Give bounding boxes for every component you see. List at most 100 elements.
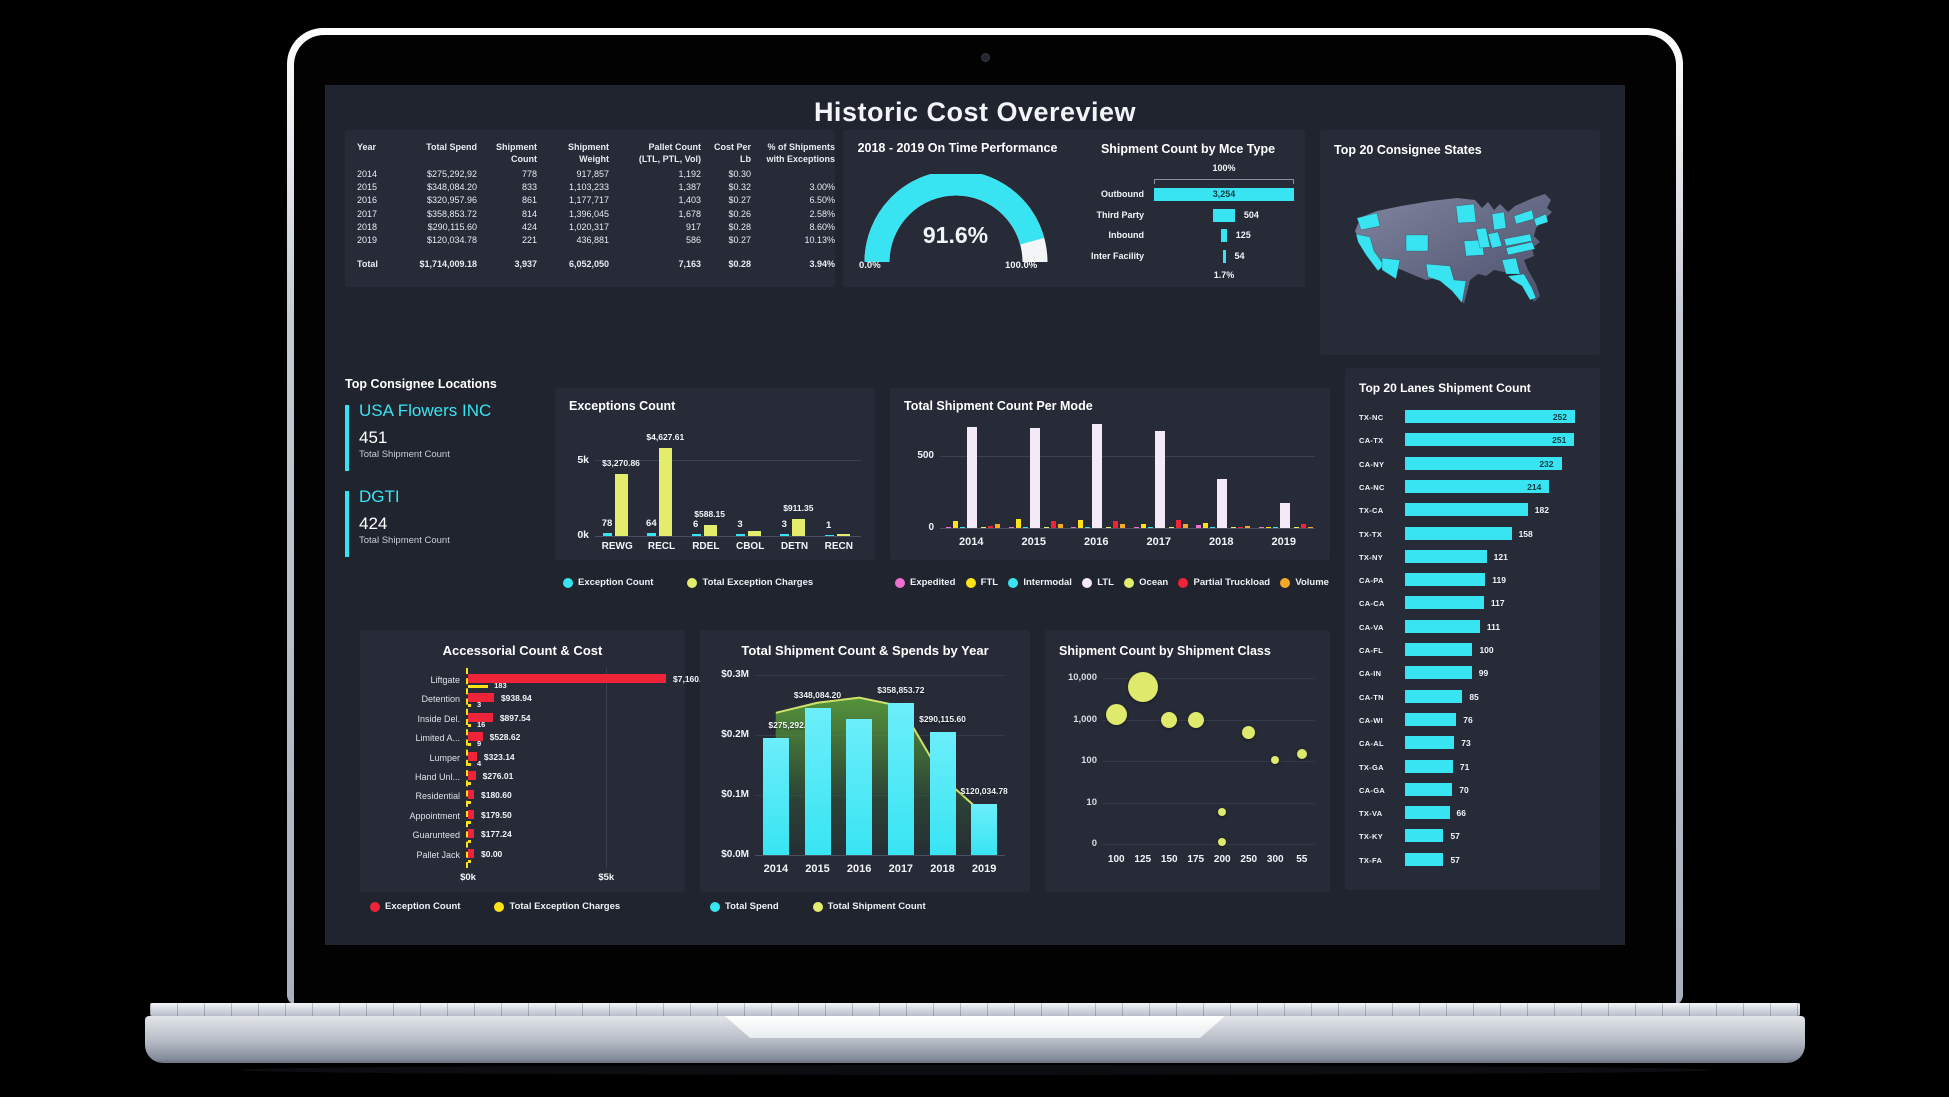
lane-bar[interactable]: [1405, 852, 1444, 866]
mode-bar-ocean[interactable]: [1043, 526, 1049, 528]
mode-bar-intermodal[interactable]: [1147, 526, 1153, 528]
exception-count-bar[interactable]: [603, 533, 612, 536]
state-ca[interactable]: [1355, 233, 1385, 272]
mode-bar-volume[interactable]: [1245, 526, 1250, 528]
legend-item[interactable]: Total Spend: [710, 901, 779, 912]
mode-bar-intermodal[interactable]: [1022, 526, 1028, 528]
mode-bar-ltl[interactable]: [1029, 428, 1040, 528]
accessorial-count-bar[interactable]: [468, 743, 471, 747]
lane-bar[interactable]: [1405, 666, 1472, 680]
class-bubble[interactable]: [1271, 756, 1280, 765]
mode-bar-ocean[interactable]: [981, 526, 986, 528]
legend-item[interactable]: Total Exception Charges: [687, 577, 813, 588]
accessorial-count-bar[interactable]: [468, 782, 471, 785]
lane-bar[interactable]: [1405, 456, 1562, 470]
lane-bar[interactable]: [1405, 689, 1463, 703]
spend-bar[interactable]: [971, 804, 998, 855]
exception-count-bar[interactable]: [647, 533, 657, 536]
state-az[interactable]: [1381, 257, 1401, 280]
mode-bar-ftl[interactable]: [953, 521, 958, 528]
accessorial-cost-bar[interactable]: [468, 771, 476, 780]
exception-count-bar[interactable]: [780, 534, 790, 536]
exception-charge-bar[interactable]: [615, 474, 628, 536]
mode-bar-partial-truckload[interactable]: [1113, 521, 1118, 528]
legend-item[interactable]: Exception Count: [370, 901, 460, 912]
mode-bar-expedited[interactable]: [1258, 526, 1264, 528]
lane-bar[interactable]: [1405, 829, 1444, 843]
mode-bar-ltl[interactable]: [967, 426, 977, 528]
mce-bar[interactable]: [1213, 208, 1235, 222]
mode-bar-intermodal[interactable]: [1272, 526, 1278, 528]
lane-bar[interactable]: [1405, 479, 1550, 493]
lane-bar[interactable]: [1405, 410, 1575, 423]
mode-bar-ftl[interactable]: [1203, 522, 1208, 528]
mode-bar-intermodal[interactable]: [960, 526, 965, 528]
lane-bar[interactable]: [1405, 526, 1512, 540]
accessorial-cost-bar[interactable]: [468, 751, 477, 761]
spend-bar[interactable]: [762, 738, 789, 855]
legend-item[interactable]: FTL: [965, 577, 998, 588]
class-bubble[interactable]: [1242, 726, 1256, 740]
exception-count-bar[interactable]: [736, 534, 745, 536]
spend-bar[interactable]: [804, 707, 831, 855]
state-ma[interactable]: [1533, 213, 1549, 227]
accessorial-cost-bar[interactable]: [468, 809, 474, 819]
mode-bar-ftl[interactable]: [1015, 519, 1021, 528]
lane-bar[interactable]: [1405, 782, 1453, 796]
accessorial-cost-bar[interactable]: [468, 829, 474, 839]
class-bubble[interactable]: [1187, 711, 1204, 728]
accessorial-count-bar[interactable]: [468, 704, 471, 708]
mode-bar-ltl[interactable]: [1279, 502, 1290, 528]
class-bubble[interactable]: [1218, 807, 1227, 816]
lane-bar[interactable]: [1405, 806, 1450, 820]
legend-item[interactable]: Total Shipment Count: [812, 901, 926, 912]
lane-bar[interactable]: [1405, 503, 1528, 517]
exception-charge-bar[interactable]: [659, 448, 673, 536]
exception-count-bar[interactable]: [824, 535, 834, 536]
mode-bar-partial-truckload[interactable]: [988, 525, 993, 528]
mode-bar-volume[interactable]: [1120, 524, 1125, 528]
legend-item[interactable]: Total Exception Charges: [494, 901, 620, 912]
accessorial-count-bar[interactable]: [468, 685, 489, 688]
spend-bar[interactable]: [887, 703, 914, 855]
lane-bar[interactable]: [1405, 619, 1480, 633]
lane-bar[interactable]: [1405, 433, 1575, 447]
accessorial-count-bar[interactable]: [468, 840, 471, 844]
accessorial-cost-bar[interactable]: [468, 790, 474, 800]
exception-charge-bar[interactable]: [703, 525, 717, 536]
lane-bar[interactable]: [1405, 712, 1457, 726]
state-mi[interactable]: [1491, 211, 1507, 231]
spend-bar[interactable]: [846, 719, 873, 855]
state-il[interactable]: [1475, 227, 1491, 249]
mode-bar-ftl[interactable]: [1140, 523, 1146, 528]
accessorial-cost-bar[interactable]: [468, 674, 666, 683]
spend-bar[interactable]: [929, 732, 956, 855]
mode-bar-ocean[interactable]: [1168, 526, 1174, 528]
mode-bar-volume[interactable]: [995, 524, 1000, 528]
mode-bar-expedited[interactable]: [1008, 526, 1014, 528]
mode-bar-volume[interactable]: [1057, 524, 1063, 528]
mce-bar[interactable]: [1221, 229, 1227, 242]
state-nc[interactable]: [1505, 241, 1536, 256]
consignee-card[interactable]: DGTI 424 Total Shipment Count: [345, 487, 545, 567]
exception-charge-bar[interactable]: [748, 531, 761, 536]
mode-bar-expedited[interactable]: [1133, 526, 1139, 528]
consignee-card[interactable]: USA Flowers INC 451 Total Shipment Count: [345, 401, 545, 481]
state-mn[interactable]: [1455, 203, 1477, 224]
state-tx[interactable]: [1425, 263, 1467, 304]
mode-bar-volume[interactable]: [1182, 524, 1188, 528]
state-wa[interactable]: [1356, 212, 1381, 231]
accessorial-cost-bar[interactable]: [468, 693, 494, 703]
state-co[interactable]: [1405, 234, 1429, 252]
mce-bar[interactable]: [1222, 249, 1226, 263]
accessorial-count-bar[interactable]: [468, 859, 471, 863]
accessorial-count-bar[interactable]: [468, 801, 471, 805]
mode-bar-volume[interactable]: [1307, 526, 1313, 528]
lane-bar[interactable]: [1405, 643, 1473, 656]
legend-item[interactable]: Ocean: [1124, 577, 1168, 588]
accessorial-cost-bar[interactable]: [468, 712, 493, 722]
mode-bar-expedited[interactable]: [1196, 525, 1201, 528]
accessorial-count-bar[interactable]: [468, 762, 471, 766]
mode-bar-partial-truckload[interactable]: [1050, 521, 1056, 528]
state-mo[interactable]: [1463, 239, 1485, 257]
